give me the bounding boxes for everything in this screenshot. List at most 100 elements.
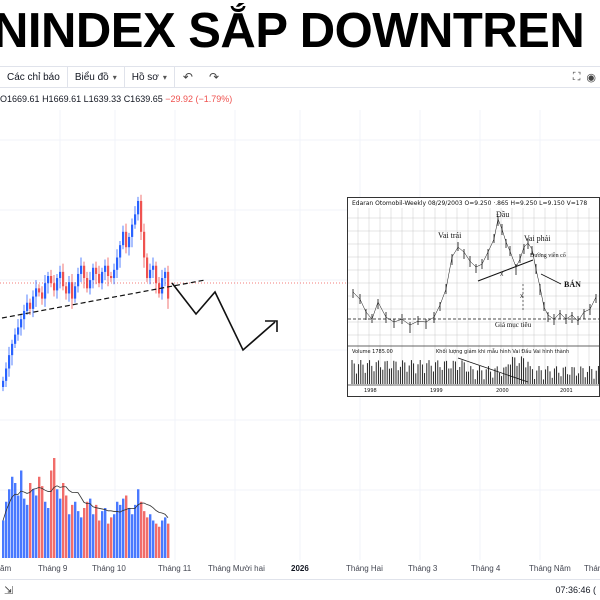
- time-axis-label: Tháng 9: [38, 564, 68, 573]
- candle-body: [56, 278, 59, 291]
- volume-bar: [8, 489, 11, 558]
- volume-bar: [83, 508, 86, 558]
- volume-bar: [74, 501, 77, 558]
- time-axis-label-year: 2026: [291, 564, 309, 573]
- candle-body: [38, 288, 41, 293]
- volume-bar: [44, 501, 47, 558]
- volume-bar: [26, 504, 29, 558]
- candle-body: [35, 288, 38, 297]
- volume-bar: [59, 498, 62, 558]
- volume-bar: [158, 526, 161, 558]
- candle-body: [140, 200, 143, 232]
- chart-menu-button[interactable]: Biểu đồ ▾: [68, 67, 125, 87]
- volume-bar: [107, 523, 110, 558]
- candle-body: [50, 276, 53, 284]
- candle-body: [149, 269, 152, 279]
- candle-body: [158, 283, 161, 294]
- status-bar: ⇲ 07:36:46 (: [0, 579, 600, 600]
- profile-menu-button[interactable]: Hồ sơ ▾: [125, 67, 175, 87]
- volume-bar: [35, 495, 38, 558]
- inset-label-x1: X: [500, 272, 504, 278]
- volume-bar: [164, 517, 167, 558]
- inset-year-1998: 1998: [364, 388, 377, 394]
- inset-volume-note: Khối lượng giảm khi mẫu hình Vai Đầu Vai…: [436, 349, 570, 355]
- candle-body: [98, 273, 101, 284]
- volume-bar: [137, 489, 140, 558]
- candle-body: [92, 267, 95, 281]
- candle-body: [146, 257, 149, 279]
- camera-icon[interactable]: ◉: [586, 71, 596, 84]
- date-range-icon[interactable]: ⇲: [4, 585, 14, 597]
- inset-label-target: Giá mục tiêu: [495, 321, 532, 329]
- volume-bar: [29, 483, 32, 558]
- inset-neckline: [477, 259, 534, 282]
- volume-bar: [17, 495, 20, 558]
- fullscreen-icon[interactable]: ⛶: [572, 70, 581, 83]
- candle-body: [62, 271, 65, 287]
- volume-bar: [104, 508, 107, 558]
- inset-label-neckline: Đường viền cổ: [530, 253, 566, 259]
- inset-label-left-shoulder: Vai trái: [438, 231, 462, 240]
- volume-bar: [11, 476, 14, 558]
- volume-bar: [122, 498, 125, 558]
- candle-body: [20, 319, 23, 328]
- candle-body: [14, 334, 17, 344]
- inset-chart: [348, 208, 599, 386]
- redo-icon[interactable]: ↷: [208, 70, 220, 84]
- volume-bar: [152, 520, 155, 558]
- candle-body: [104, 265, 107, 272]
- clock-readout: 07:36:46 (: [555, 585, 596, 595]
- inset-title: Edaran Otomobil-Weekly 08/29/2003 O=9.25…: [352, 200, 588, 207]
- volume-bar: [89, 498, 92, 558]
- projection-arrow: [171, 282, 276, 352]
- ohlc-open: O1669.61: [0, 94, 40, 104]
- candle-body: [119, 245, 122, 258]
- time-axis-label: Tháng Hai: [346, 564, 383, 573]
- candle-body: [89, 280, 92, 289]
- candle-body: [47, 276, 50, 284]
- volume-bar: [77, 511, 80, 558]
- volume-bar: [47, 508, 50, 558]
- neckline: [1, 279, 206, 319]
- indicators-label: Các chỉ báo: [7, 71, 60, 83]
- volume-bar: [53, 458, 56, 558]
- volume-bar: [38, 476, 41, 558]
- candle-body: [80, 265, 83, 274]
- candle-body: [23, 310, 26, 320]
- volume-bar: [140, 501, 143, 558]
- volume-bar: [65, 495, 68, 558]
- volume-bar: [95, 504, 98, 558]
- candle-body: [143, 231, 146, 258]
- inset-label-sell: BÁN: [564, 280, 581, 289]
- candle-body: [155, 265, 158, 284]
- candle-body: [41, 292, 44, 299]
- candle-body: [107, 265, 110, 276]
- volume-bar: [92, 514, 95, 558]
- inset-volume-label: Volume 1785.00: [352, 349, 393, 355]
- candle-body: [113, 269, 116, 279]
- time-axis-label: Tháng 10: [92, 564, 126, 573]
- volume-bar: [119, 504, 122, 558]
- head-and-shoulders-example: Edaran Otomobil-Weekly 08/29/2003 O=9.25…: [347, 197, 600, 397]
- indicators-button[interactable]: Các chỉ báo: [0, 67, 68, 87]
- ohlc-low: L1639.33: [83, 94, 122, 104]
- candle-body: [86, 278, 89, 289]
- volume-bar: [80, 517, 83, 558]
- volume-bar: [71, 504, 74, 558]
- inset-year-2000: 2000: [496, 388, 509, 394]
- undo-icon[interactable]: ↶: [182, 70, 193, 84]
- candle-body: [44, 283, 47, 299]
- volume-bar: [50, 470, 53, 558]
- ohlc-close: C1639.65: [123, 94, 163, 104]
- candle-body: [2, 380, 5, 387]
- inset-year-2001: 2001: [560, 388, 573, 394]
- candle-body: [26, 302, 29, 311]
- time-axis-label: Tháng 4: [471, 564, 501, 573]
- volume-ma-line: [2, 485, 169, 521]
- candle-body: [59, 271, 62, 279]
- chart-menu-label: Biểu đồ: [74, 71, 109, 83]
- volume-bar: [116, 501, 119, 558]
- time-axis-label: Thán: [584, 564, 600, 573]
- candle-body: [53, 283, 56, 291]
- time-axis-label: Tháng 3: [408, 564, 438, 573]
